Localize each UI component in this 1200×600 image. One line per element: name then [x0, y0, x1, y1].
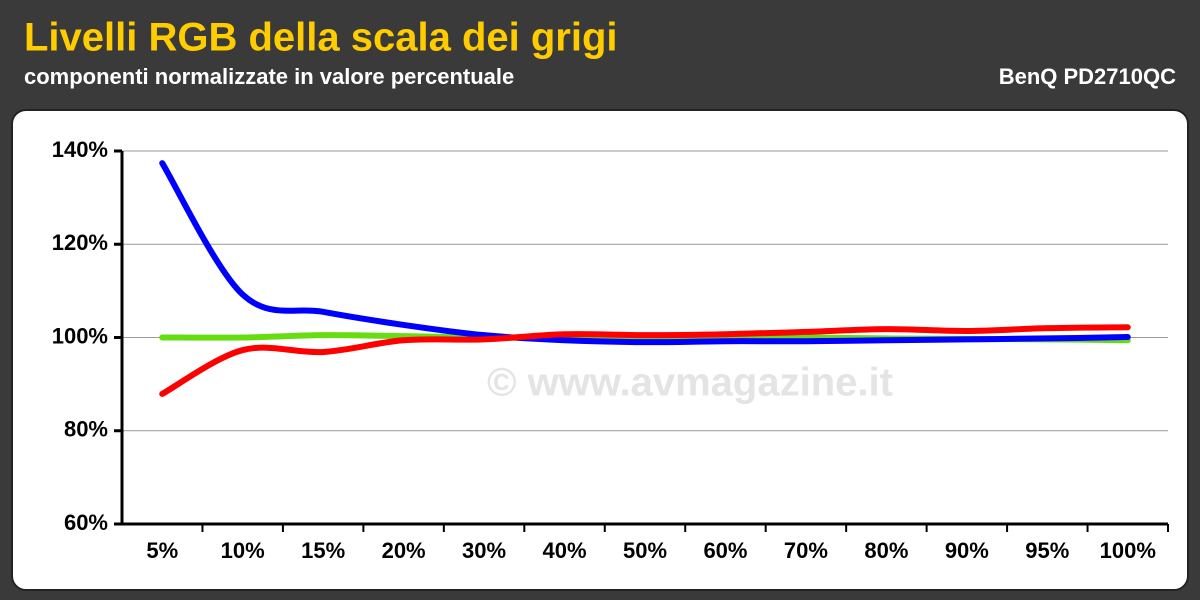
x-tick-label: 60%: [703, 538, 747, 563]
chart-subtitle: componenti normalizzate in valore percen…: [24, 64, 514, 89]
device-label: BenQ PD2710QC: [999, 64, 1176, 89]
y-tick-label: 100%: [52, 323, 108, 348]
axes: 60% 80% 100% 120% 140% 5% 10% 15% 20% 30% 40% 50% 60…: [52, 137, 1169, 563]
x-tick-label: 40%: [543, 538, 587, 563]
x-tick-label: 50%: [623, 538, 667, 563]
series-line: [159, 324, 1131, 397]
x-tick-label: 70%: [784, 538, 828, 563]
x-tick-label: 30%: [462, 538, 506, 563]
lines: [159, 160, 1131, 397]
x-tick-label: 95%: [1025, 538, 1069, 563]
series-line: [159, 160, 1131, 346]
y-tick-label: 120%: [52, 230, 108, 255]
y-tick-label: 140%: [52, 137, 108, 162]
chart-title: Livelli RGB della scala dei grigi: [24, 16, 618, 60]
x-tick-label: 5%: [146, 538, 178, 563]
x-tick-label: 10%: [221, 538, 265, 563]
watermark: © www.avmagazine.it: [487, 361, 893, 405]
plot-panel: [11, 109, 1189, 591]
x-tick-label: 15%: [301, 538, 345, 563]
x-tick-label: 90%: [945, 538, 989, 563]
y-tick-label: 80%: [64, 417, 108, 442]
x-tick-label: 100%: [1100, 538, 1156, 563]
x-tick-label: 20%: [382, 538, 426, 563]
x-tick-label: 80%: [864, 538, 908, 563]
y-tick-label: 60%: [64, 510, 108, 535]
